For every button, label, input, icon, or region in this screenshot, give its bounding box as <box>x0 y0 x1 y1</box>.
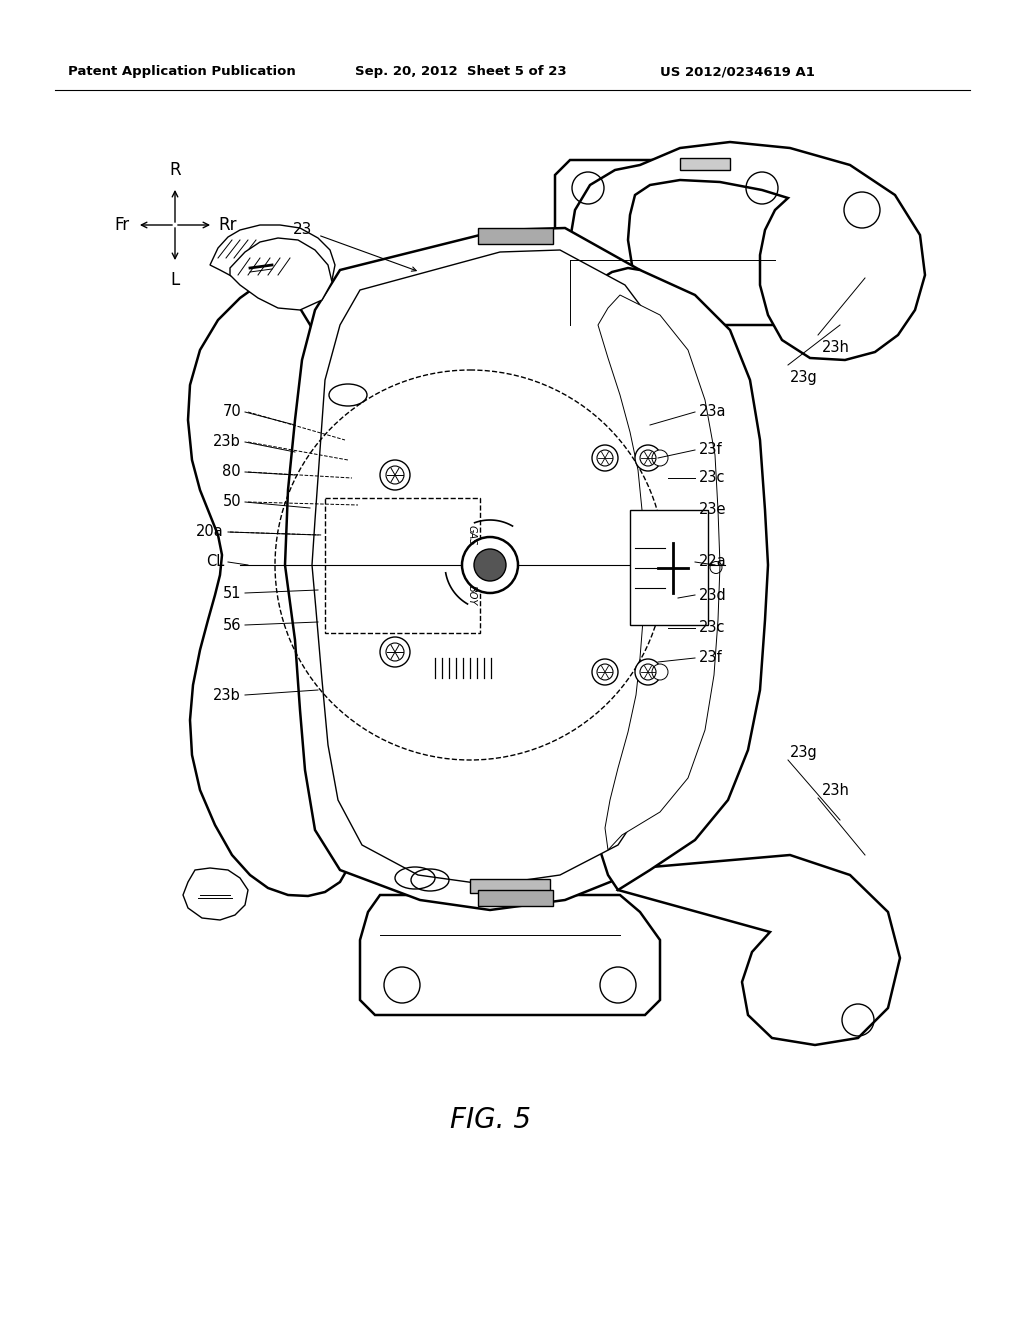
Circle shape <box>635 445 662 471</box>
Polygon shape <box>568 143 925 360</box>
Bar <box>470 879 550 894</box>
Text: L: L <box>170 271 179 289</box>
Polygon shape <box>596 268 768 890</box>
Text: US 2012/0234619 A1: US 2012/0234619 A1 <box>660 66 815 78</box>
Text: 23h: 23h <box>822 783 850 799</box>
Polygon shape <box>230 238 332 310</box>
Text: Fr: Fr <box>114 216 129 234</box>
Text: 23b: 23b <box>213 434 241 450</box>
Polygon shape <box>312 249 680 884</box>
Text: Rr: Rr <box>218 216 237 234</box>
Polygon shape <box>210 224 335 302</box>
Text: FIG. 5: FIG. 5 <box>450 1106 530 1134</box>
Bar <box>478 890 553 906</box>
Polygon shape <box>598 294 720 850</box>
Text: 23: 23 <box>293 223 312 238</box>
Text: 51: 51 <box>222 586 241 601</box>
Text: 23e: 23e <box>699 503 726 517</box>
Text: 50: 50 <box>222 495 241 510</box>
Circle shape <box>380 459 410 490</box>
Text: 23d: 23d <box>699 587 727 602</box>
Text: GAS: GAS <box>467 525 477 545</box>
Polygon shape <box>285 228 705 909</box>
Polygon shape <box>188 265 358 896</box>
Circle shape <box>635 659 662 685</box>
Polygon shape <box>555 160 790 325</box>
Polygon shape <box>360 895 660 1015</box>
Text: Sep. 20, 2012  Sheet 5 of 23: Sep. 20, 2012 Sheet 5 of 23 <box>355 66 566 78</box>
Text: 23g: 23g <box>790 370 818 385</box>
Circle shape <box>652 450 668 466</box>
Text: 23c: 23c <box>699 470 725 486</box>
Circle shape <box>462 537 518 593</box>
Circle shape <box>592 445 618 471</box>
Text: 23c: 23c <box>699 620 725 635</box>
Circle shape <box>652 664 668 680</box>
Text: 23f: 23f <box>699 442 723 458</box>
Circle shape <box>380 638 410 667</box>
Text: Patent Application Publication: Patent Application Publication <box>68 66 296 78</box>
Text: 23b: 23b <box>213 688 241 702</box>
Bar <box>630 510 708 624</box>
Circle shape <box>592 659 618 685</box>
Text: 23a: 23a <box>699 404 726 420</box>
Text: 80: 80 <box>222 465 241 479</box>
Text: 23f: 23f <box>699 651 723 665</box>
Text: R: R <box>169 161 181 180</box>
Circle shape <box>474 549 506 581</box>
Bar <box>325 498 480 632</box>
Text: BOY: BOY <box>467 585 477 605</box>
Bar <box>478 228 553 244</box>
Text: CL: CL <box>206 554 224 569</box>
Polygon shape <box>618 855 900 1045</box>
Text: 56: 56 <box>222 618 241 632</box>
Text: 70: 70 <box>222 404 241 420</box>
Bar <box>680 158 730 170</box>
Text: 20a: 20a <box>197 524 224 540</box>
Polygon shape <box>183 869 248 920</box>
Text: 23g: 23g <box>790 744 818 760</box>
Text: 22a: 22a <box>699 554 727 569</box>
Text: 23h: 23h <box>822 341 850 355</box>
